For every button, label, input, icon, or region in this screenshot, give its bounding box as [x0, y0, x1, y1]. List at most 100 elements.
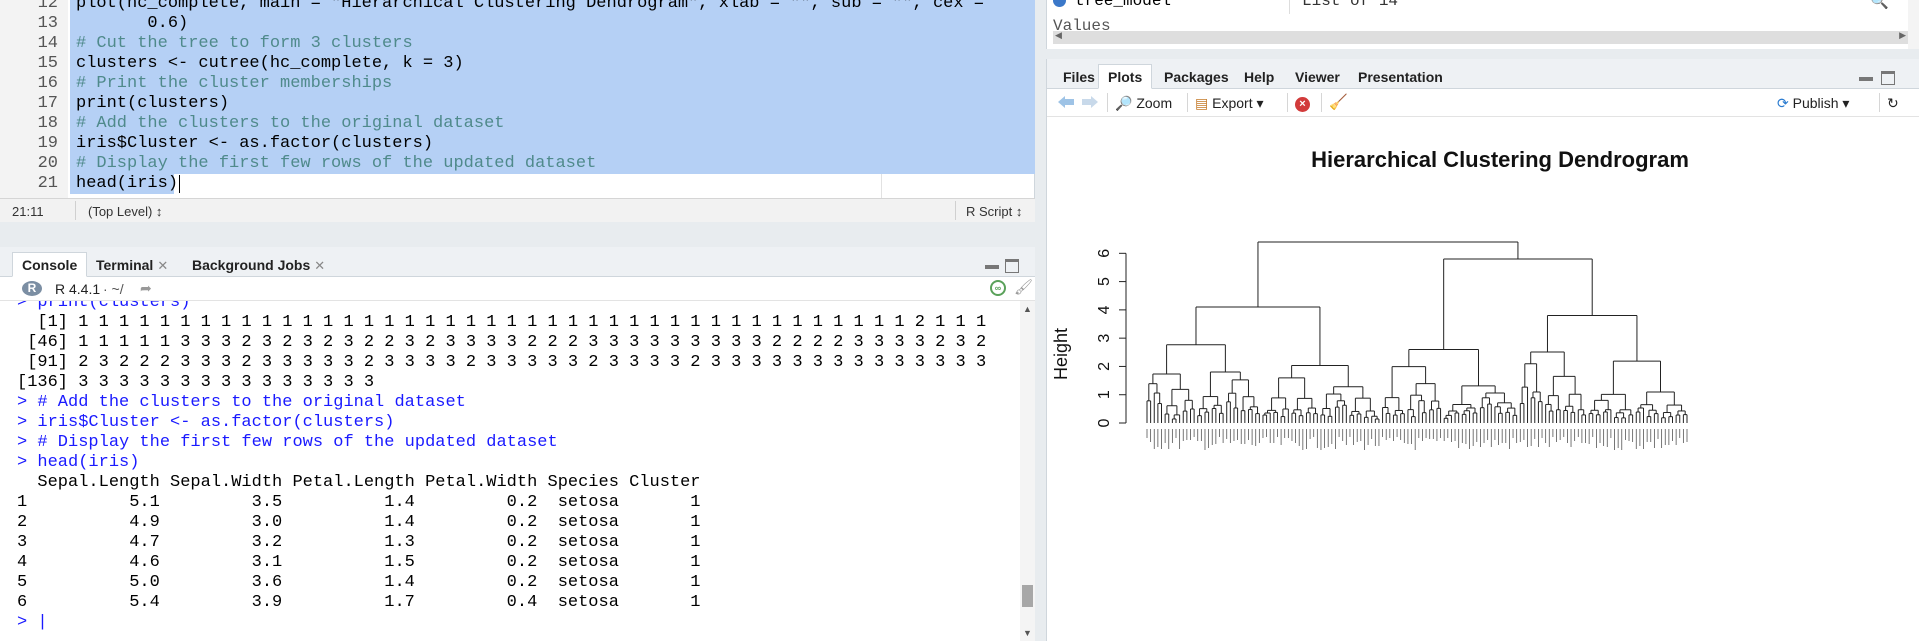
scroll-down-icon[interactable]: ▼	[1023, 628, 1032, 638]
line-number: 19	[37, 134, 58, 153]
console-pane: Console Terminal ✕ Background Jobs ✕ R R 4…	[0, 247, 1035, 641]
close-icon[interactable]: ✕	[157, 258, 169, 273]
y-tick-label: 4	[1096, 305, 1113, 314]
line-number: 14	[37, 34, 58, 53]
y-tick-label: 3	[1096, 334, 1113, 343]
code-line[interactable]: 15 clusters <- cutree(hc_complete, k = 3)	[0, 54, 1035, 74]
refresh-icon[interactable]: ↻	[1887, 95, 1899, 111]
code-line[interactable]: 14 # Cut the tree to form 3 clusters	[0, 34, 1035, 54]
code-line[interactable]: 17 print(clusters)	[0, 94, 1035, 114]
env-horizontal-scrollbar[interactable]: ◀ ▶	[1053, 30, 1908, 44]
clear-plots-button[interactable]: 🧹	[1329, 93, 1348, 111]
code-line[interactable]: 18 # Add the clusters to the original dat…	[0, 114, 1035, 134]
code-line[interactable]: 12 plot(hc_complete, main = "Hierarchical…	[0, 0, 1035, 14]
minimize-pane-icon[interactable]	[1859, 77, 1873, 81]
code-line[interactable]: 20 # Display the first few rows of the up…	[0, 154, 1035, 174]
scroll-thumb[interactable]	[1022, 585, 1033, 607]
console-output-line: [91] 2 3 2 2 2 3 3 3 2 3 3 3 3 3 2 3 3 3…	[17, 353, 987, 372]
console-output-line: 4 4.6 3.1 1.5 0.2 setosa 1	[17, 553, 701, 572]
chart-title: Hierarchical Clustering Dendrogram	[1311, 147, 1689, 172]
line-number: 18	[37, 114, 58, 133]
y-tick-label: 0	[1096, 418, 1113, 427]
back-arrow-icon[interactable]	[1057, 95, 1075, 109]
tab-packages[interactable]: Packages	[1164, 69, 1229, 85]
scroll-right-icon[interactable]: ▶	[1899, 30, 1906, 40]
environment-pane: tree_model List of 14 🔍 Values ◀ ▶	[1046, 0, 1919, 49]
search-icon[interactable]: 🔍	[1870, 0, 1889, 11]
console-command-line: > # Add the clusters to the original dat…	[17, 393, 466, 412]
console-output-line: [1] 1 1 1 1 1 1 1 1 1 1 1 1 1 1 1 1 1 1 …	[17, 313, 987, 332]
maximize-pane-icon[interactable]	[1881, 71, 1895, 85]
publish-icon: ⟳	[1777, 95, 1789, 111]
r-logo-icon: R	[22, 281, 42, 296]
console-output-line: 1 5.1 3.5 1.4 0.2 setosa 1	[17, 493, 701, 512]
maximize-pane-icon[interactable]	[1005, 259, 1019, 273]
plot-area: Hierarchical Clustering Dendrogram Height…	[1047, 117, 1919, 641]
cursor-position: 21:11	[12, 204, 44, 219]
console-command-line: > head(iris)	[17, 453, 140, 472]
line-number: 12	[37, 0, 58, 13]
clear-console-icon[interactable]: 🖌	[1014, 279, 1034, 296]
env-row[interactable]: tree_model List of 14 🔍	[1047, 0, 1919, 14]
tab-files[interactable]: Files	[1063, 69, 1095, 85]
zoom-button[interactable]: 🔎 Zoom	[1115, 95, 1173, 111]
code-area[interactable]: 12 plot(hc_complete, main = "Hierarchical…	[0, 0, 1035, 198]
code-line[interactable]: 21 head(iris)	[0, 174, 1035, 194]
y-axis-label: Height	[1051, 328, 1071, 380]
tab-viewer[interactable]: Viewer	[1295, 69, 1340, 85]
forward-arrow-icon[interactable]	[1081, 95, 1099, 109]
code-text: plot(hc_complete, main = "Hierarchical C…	[76, 0, 984, 13]
console-command-line: > |	[17, 613, 48, 632]
goto-directory-icon[interactable]: ➦	[140, 280, 152, 296]
console-scrollbar[interactable]: ▲ ▼	[1020, 301, 1035, 641]
scroll-up-icon[interactable]: ▲	[1023, 304, 1032, 314]
line-number: 15	[37, 54, 58, 73]
code-line[interactable]: 16 # Print the cluster memberships	[0, 74, 1035, 94]
code-text: # Print the cluster memberships	[76, 74, 393, 93]
console-output-line: 6 5.4 3.9 1.7 0.4 setosa 1	[17, 593, 701, 612]
working-directory[interactable]: · ~/	[103, 281, 124, 297]
editor-status-bar: 21:11 (Top Level) ↕ R Script ↕	[0, 198, 1035, 222]
publish-button[interactable]: ⟳ Publish ▾	[1777, 95, 1850, 111]
tab-console[interactable]: Console	[12, 252, 88, 277]
line-gutter	[0, 0, 68, 198]
console-output[interactable]: > print(clusters) [1] 1 1 1 1 1 1 1 1 1 …	[0, 301, 1020, 641]
scroll-left-icon[interactable]: ◀	[1055, 30, 1062, 40]
code-text: # Add the clusters to the original datas…	[76, 114, 505, 133]
code-text: head(iris)	[76, 174, 179, 193]
plots-tabbar: Files Plots Packages Help Viewer Present…	[1047, 59, 1919, 89]
console-output-line: Sepal.Length Sepal.Width Petal.Length Pe…	[17, 473, 701, 492]
expand-object-icon[interactable]	[1053, 0, 1066, 7]
export-icon: ▤	[1195, 95, 1209, 111]
plots-pane: Files Plots Packages Help Viewer Present…	[1046, 59, 1919, 641]
status-ok-icon: ∞	[990, 280, 1006, 296]
env-vertical-scrollbar[interactable]	[1908, 0, 1919, 49]
zoom-icon: 🔎	[1115, 95, 1133, 111]
tab-terminal[interactable]: Terminal ✕	[96, 257, 169, 273]
line-number: 20	[37, 154, 58, 173]
code-text: print(clusters)	[76, 94, 230, 113]
code-line[interactable]: 19 iris$Cluster <- as.factor(clusters)	[0, 134, 1035, 154]
dendrogram-chart: Hierarchical Clustering Dendrogram Height…	[1051, 147, 1689, 450]
export-button[interactable]: ▤ Export ▾	[1195, 95, 1264, 111]
tab-help[interactable]: Help	[1244, 69, 1275, 85]
line-number: 17	[37, 94, 58, 113]
tab-plots[interactable]: Plots	[1098, 64, 1153, 89]
code-line[interactable]: 13 0.6)	[0, 14, 1035, 34]
console-output-line: 3 4.7 3.2 1.3 0.2 setosa 1	[17, 533, 701, 552]
tab-background-jobs[interactable]: Background Jobs ✕	[192, 257, 326, 273]
y-tick-label: 2	[1096, 362, 1113, 371]
minimize-pane-icon[interactable]	[985, 265, 999, 269]
console-info-bar: R R 4.4.1 · ~/ ➦ ∞ 🖌	[0, 277, 1035, 301]
scope-selector[interactable]: (Top Level) ↕	[88, 204, 163, 219]
env-object-name: tree_model	[1075, 0, 1172, 10]
code-text: iris$Cluster <- as.factor(clusters)	[76, 134, 434, 153]
filetype-selector[interactable]: R Script ↕	[966, 204, 1023, 219]
source-editor[interactable]: 12 plot(hc_complete, main = "Hierarchical…	[0, 0, 1035, 222]
remove-plot-button[interactable]: ×	[1295, 94, 1310, 112]
close-icon[interactable]: ✕	[314, 258, 326, 273]
y-tick-label: 5	[1096, 277, 1113, 286]
code-text: # Display the first few rows of the upda…	[76, 154, 597, 173]
tab-presentation[interactable]: Presentation	[1358, 69, 1443, 85]
console-output-line: 2 4.9 3.0 1.4 0.2 setosa 1	[17, 513, 701, 532]
